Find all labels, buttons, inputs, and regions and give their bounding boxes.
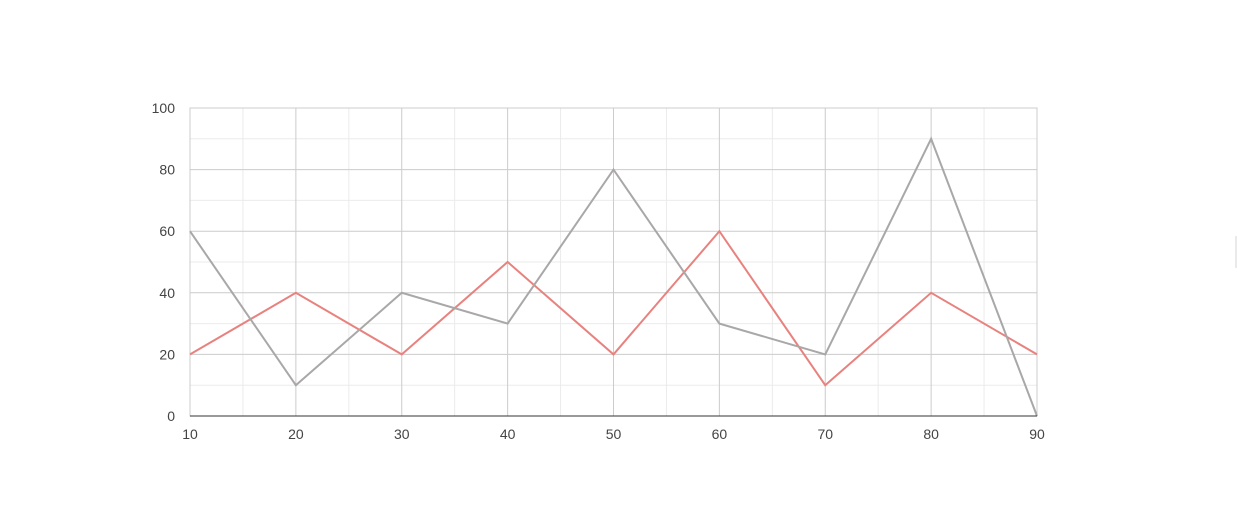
x-tick-label: 90 — [1029, 426, 1045, 442]
x-tick-label: 30 — [394, 426, 410, 442]
series-line-1 — [189, 229, 1038, 387]
y-tick-label: 0 — [167, 408, 175, 424]
y-tick-label: 80 — [159, 162, 175, 178]
series-group — [189, 136, 1038, 417]
y-tick-label: 20 — [159, 346, 175, 362]
y-axis-ticks: 0 20 40 60 80 100 — [152, 100, 176, 424]
y-tick-label: 100 — [152, 100, 176, 116]
y-tick-label: 60 — [159, 223, 175, 239]
y-tick-label: 40 — [159, 285, 175, 301]
x-tick-label: 20 — [288, 426, 304, 442]
x-tick-label: 40 — [500, 426, 516, 442]
x-tick-label: 70 — [817, 426, 833, 442]
x-tick-label: 50 — [606, 426, 622, 442]
series-line-2 — [189, 136, 1038, 417]
x-axis-ticks: 10 20 30 40 50 60 70 80 90 — [182, 426, 1045, 442]
x-tick-label: 60 — [712, 426, 728, 442]
grid — [189, 107, 1038, 417]
x-tick-label: 10 — [182, 426, 198, 442]
x-tick-label: 80 — [923, 426, 939, 442]
